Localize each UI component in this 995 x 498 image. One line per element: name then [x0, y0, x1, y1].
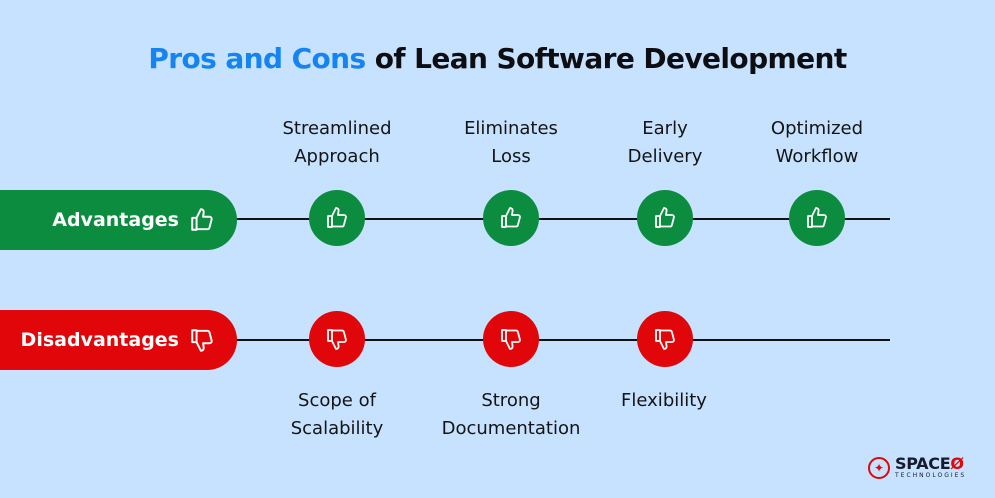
maple-leaf-icon: ✦: [868, 456, 890, 479]
disadvantage-item-label: Flexibility: [621, 390, 707, 411]
advantage-item-label: Optimized Workflow: [770, 118, 864, 167]
advantage-node: [309, 190, 365, 246]
title-rest: of Lean Software Development: [365, 42, 848, 75]
disadvantages-label: Disadvantages: [20, 329, 179, 351]
advantage-item-label: Early Delivery: [627, 118, 703, 167]
disadvantage-node: [309, 311, 365, 367]
disadvantages-pill: Disadvantages: [0, 310, 237, 370]
thumbs-down-icon: [325, 327, 349, 351]
thumbs-up-icon: [805, 206, 829, 230]
logo-subtitle: TECHNOLOGIES: [895, 472, 967, 479]
thumbs-down-icon: [499, 327, 523, 351]
advantages-label: Advantages: [52, 209, 179, 231]
thumbs-up-icon: [653, 206, 677, 230]
thumbs-down-icon: [653, 327, 677, 351]
advantage-item-label: Eliminates Loss: [464, 118, 558, 167]
logo-brand: SPACEØ: [895, 454, 964, 473]
advantage-node: [637, 190, 693, 246]
advantage-node: [483, 190, 539, 246]
advantages-timeline: [230, 218, 890, 220]
thumbs-up-icon: [325, 206, 349, 230]
thumbs-up-icon: [499, 206, 523, 230]
company-logo: ✦ SPACEØ TECHNOLOGIES: [868, 456, 966, 479]
title-accent: Pros and Cons: [148, 42, 366, 75]
disadvantage-item-label: Scope of Scalability: [290, 390, 384, 439]
disadvantage-node: [637, 311, 693, 367]
disadvantages-timeline: [230, 339, 890, 341]
disadvantage-item-label: Strong Documentation: [441, 390, 581, 439]
advantage-node: [789, 190, 845, 246]
thumbs-up-icon: [189, 207, 215, 233]
thumbs-down-icon: [189, 327, 215, 353]
advantages-pill: Advantages: [0, 190, 237, 250]
disadvantage-node: [483, 311, 539, 367]
page-title: Pros and Cons of Lean Software Developme…: [0, 42, 995, 75]
advantage-item-label: Streamlined Approach: [282, 118, 392, 167]
